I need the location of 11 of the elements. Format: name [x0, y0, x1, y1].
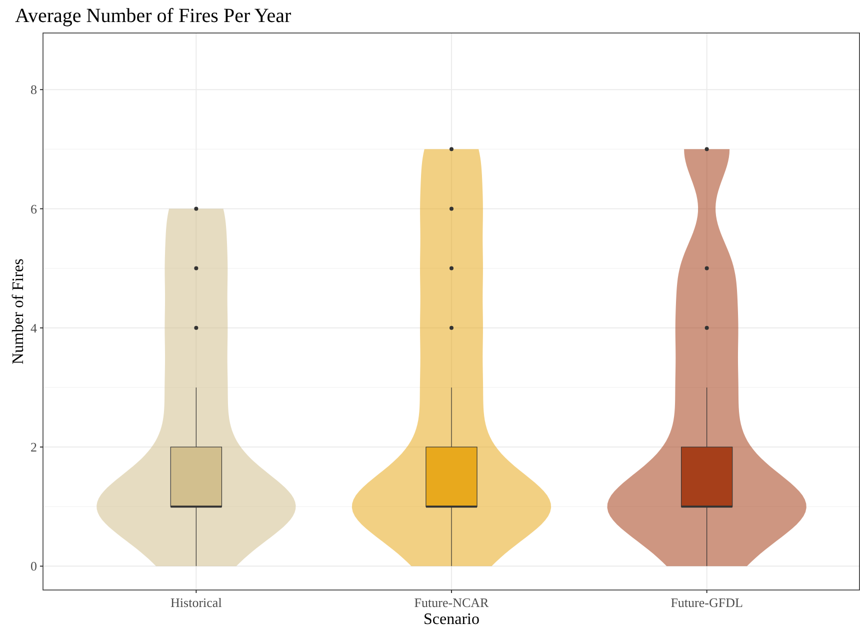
x-tick-label: Future-NCAR: [414, 595, 490, 610]
x-tick-label: Historical: [170, 595, 222, 610]
y-tick-label: 0: [30, 558, 37, 574]
y-tick-label: 6: [30, 201, 38, 216]
y-tick-label: 2: [30, 440, 37, 455]
chart-title: Average Number of Fires Per Year: [15, 5, 292, 27]
y-axis-title: Number of Fires: [10, 258, 27, 364]
y-tick-label: 8: [30, 82, 37, 98]
x-axis-title: Scenario: [424, 611, 480, 628]
x-tick-label: Future-GFDL: [670, 595, 743, 610]
y-tick-label: 4: [30, 320, 38, 336]
